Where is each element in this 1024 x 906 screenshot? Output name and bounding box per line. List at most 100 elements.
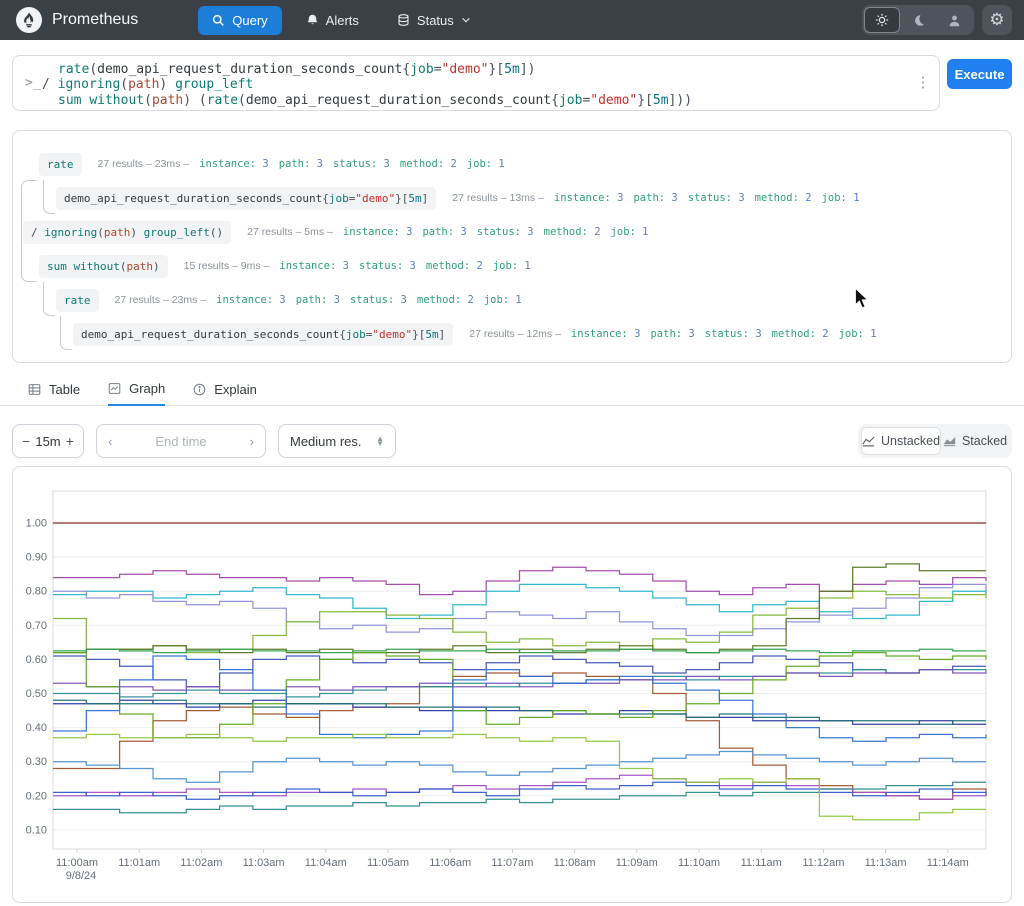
time-forward-button[interactable]: › — [249, 433, 254, 449]
code-token: "demo" — [372, 327, 413, 341]
label-cardinality: status: — [704, 328, 750, 340]
tree-node-pill[interactable]: rate — [39, 152, 82, 176]
label-count: 2 — [470, 260, 483, 272]
unstacked-button[interactable]: Unstacked — [861, 427, 942, 455]
theme-dark-button[interactable] — [900, 7, 936, 33]
label-cardinality: method: — [425, 260, 471, 272]
tree-node-pill[interactable]: demo_api_request_duration_seconds_count{… — [73, 322, 454, 346]
line-chart-icon — [862, 436, 875, 447]
svg-text:11:10am: 11:10am — [678, 857, 720, 869]
area-chart-icon — [943, 436, 956, 447]
tree-node-pill[interactable]: sum without(path) — [39, 254, 168, 278]
code-token: rate — [206, 92, 239, 108]
code-token: } — [637, 92, 646, 108]
time-series-chart[interactable]: 1.00 0.90 0.80 0.70 0.60 0.50 0.40 0.30 0.20 0.10… — [13, 467, 1011, 902]
graph-icon — [108, 382, 121, 394]
label-count: 3 — [399, 226, 413, 238]
svg-text:0.10: 0.10 — [26, 824, 47, 836]
time-back-button[interactable]: ‹ — [108, 433, 113, 449]
label-count: 3 — [520, 226, 534, 238]
tree-row: sum without(path) 15 results – 9ms – insta… — [39, 249, 1011, 283]
label-count: 3 — [273, 294, 286, 306]
query-menu-button[interactable]: ⋮ — [915, 74, 931, 91]
code-token — [167, 77, 175, 92]
code-token: ( — [120, 77, 129, 93]
unstacked-label: Unstacked — [881, 434, 941, 448]
tree-node-stats: 27 results – 23ms – instance: 3 path: 3 sta… — [97, 158, 505, 170]
query-expression[interactable]: rate (demo_api_request_duration_seconds_c… — [42, 62, 692, 108]
code-token: demo_api_request_duration_seconds_count — [97, 62, 403, 77]
brand: Prometheus — [16, 7, 138, 33]
nav-status-button[interactable]: Status — [383, 6, 485, 35]
code-token: path — [103, 225, 131, 239]
nav-alerts-button[interactable]: Alerts — [292, 6, 373, 35]
resolution-select[interactable]: Medium res. ▲ ▼ — [278, 424, 396, 458]
range-decrease-button[interactable]: − — [22, 433, 31, 449]
tree-node-pill[interactable]: rate — [56, 288, 99, 312]
tree-node-stats: 27 results – 5ms – instance: 3 path: 3 stat… — [247, 226, 649, 238]
range-value[interactable]: 15m — [35, 433, 61, 449]
label-count: 1 — [846, 192, 860, 204]
range-increase-button[interactable]: + — [65, 433, 74, 449]
label-cardinality: instance: — [216, 294, 274, 306]
tree-node-pill[interactable]: demo_api_request_duration_seconds_count{… — [56, 186, 437, 210]
label-count: 2 — [444, 158, 457, 170]
label-count: 1 — [863, 328, 877, 340]
theme-light-button[interactable] — [864, 7, 900, 33]
label-cardinality: instance: — [279, 260, 337, 272]
tree-connector — [21, 248, 37, 282]
nav-query-button[interactable]: Query — [198, 5, 282, 35]
code-token: ) — [159, 77, 168, 93]
chart-series — [53, 733, 986, 821]
nav-status-label: Status — [416, 12, 454, 28]
code-token: = — [348, 191, 356, 205]
tab-explain[interactable]: Explain — [193, 378, 257, 406]
svg-text:0.30: 0.30 — [26, 756, 47, 768]
chart-series — [53, 672, 987, 800]
query-editor-panel[interactable]: >_ rate (demo_api_request_duration_second… — [12, 55, 940, 111]
chevron-down-icon — [461, 17, 470, 23]
code-token: rate — [58, 62, 90, 77]
tree-node-stats: 15 results – 9ms – instance: 3 status: 3 me… — [183, 260, 531, 272]
svg-text:0.90: 0.90 — [26, 552, 47, 564]
code-token: { — [551, 92, 559, 108]
label-count: 1 — [492, 158, 505, 170]
end-time-input[interactable]: End time — [155, 433, 207, 449]
prompt-icon: >_ — [25, 75, 41, 91]
chart-series — [53, 648, 986, 654]
search-icon — [213, 14, 225, 26]
theme-system-button[interactable] — [936, 7, 972, 33]
code-token: = — [365, 327, 373, 341]
code-token — [67, 260, 74, 273]
svg-text:11:07am: 11:07am — [491, 857, 533, 869]
svg-text:0.80: 0.80 — [26, 586, 47, 598]
code-token: group_left — [143, 225, 210, 239]
tree-connector — [60, 316, 72, 350]
code-token: { — [402, 62, 411, 77]
label-cardinality: status: — [332, 158, 378, 170]
query-tree-panel: rate 27 results – 23ms – instance: 3 path: … — [12, 130, 1012, 363]
tree-row: / ignoring(path) group_left() 27 results … — [23, 215, 1011, 249]
tab-graph[interactable]: Graph — [108, 378, 166, 406]
label-cardinality: method: — [754, 192, 799, 204]
svg-text:11:02am: 11:02am — [180, 857, 222, 869]
label-count: 2 — [798, 192, 812, 204]
code-token: sum — [47, 259, 67, 273]
label-count: 3 — [682, 328, 695, 340]
label-cardinality: path: — [422, 226, 455, 238]
code-token: ] — [438, 327, 446, 341]
tree-node-pill[interactable]: / ignoring(path) group_left() — [23, 220, 232, 244]
settings-button[interactable]: ⚙ — [982, 5, 1012, 35]
code-token: = — [582, 92, 591, 108]
chart-series — [53, 590, 987, 654]
tree-row: demo_api_request_duration_seconds_count{… — [73, 317, 1011, 351]
tree-connector — [43, 180, 55, 214]
code-token: job — [558, 92, 583, 108]
stacked-button[interactable]: Stacked — [941, 427, 1009, 455]
execute-button[interactable]: Execute — [947, 59, 1012, 89]
tree-row: rate 27 results – 23ms – instance: 3 path: … — [56, 283, 1011, 317]
label-cardinality: path: — [295, 294, 328, 306]
label-cardinality: status: — [358, 260, 404, 272]
prometheus-logo-icon — [16, 7, 42, 33]
tab-table[interactable]: Table — [28, 378, 80, 406]
